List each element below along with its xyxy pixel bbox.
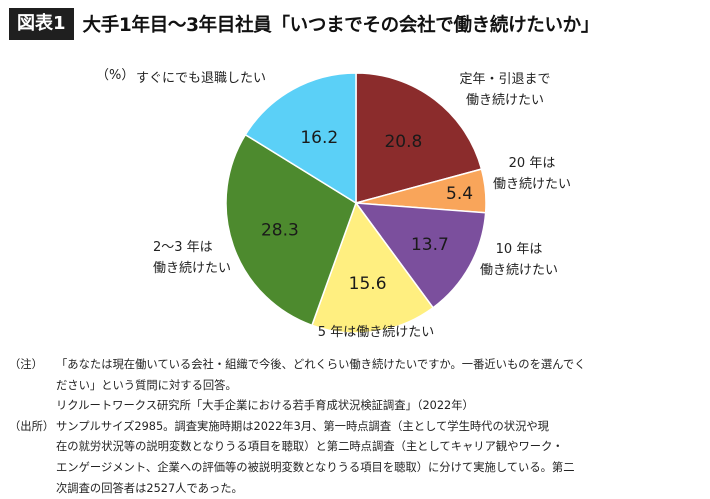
slice-category-label: すぐにでも退職したい — [136, 71, 266, 86]
slice-category-labels: 定年・引退まで働き続けたい 20 年は働き続けたい 10 年は働き続けたい 5 年は働… — [136, 71, 571, 340]
pie-slice — [311, 201, 435, 334]
note-line: 在の就労状況等の説明変数となりうる項目を聴取）と第二時点調査（主としてキャリア観… — [56, 440, 564, 454]
slice-category-label: 10 年は働き続けたい — [480, 242, 558, 278]
note-body: 「あなたは現在働いている会社・組織で今後、どれくらい働き続けたいですか。一番近い… — [56, 355, 703, 417]
slice-value-label: 15.6 — [349, 274, 387, 294]
note-line: ださい」という質問に対する回答。 — [56, 378, 237, 392]
note-line: エンゲージメント、企業への評価等の被説明変数となりうる項目を聴取）に分けて実施し… — [56, 460, 575, 474]
note-tag: （出所） — [9, 419, 55, 433]
note-line: リクルートワークス研究所「大手企業における若手育成状況検証調査」（2022年） — [56, 399, 474, 413]
pie-slice — [225, 133, 357, 327]
slice-value-label: 20.8 — [384, 132, 422, 152]
pie-slice — [354, 202, 487, 309]
slice-category-label: 2〜3 年は働き続けたい — [153, 240, 231, 276]
slice-value-labels: 20.8 5.4 13.7 15.6 28.3 16.2 — [261, 128, 473, 294]
slice-value-label: 16.2 — [300, 128, 338, 148]
pie-slice — [244, 72, 357, 205]
slice-value-label: 28.3 — [261, 221, 299, 241]
slice-value-label: 13.7 — [411, 235, 449, 255]
pie-chart: 20.8 5.4 13.7 15.6 28.3 16.2 定年・引退まで働き続けたい 20 … — [96, 68, 571, 340]
slice-category-label: 定年・引退まで働き続けたい — [459, 72, 550, 108]
note-block: （出所） サンプルサイズ2985。調査実施時期は2022年3月、第一時点調査（主と… — [9, 417, 703, 499]
note-body: サンプルサイズ2985。調査実施時期は2022年3月、第一時点調査（主として学生… — [56, 417, 703, 499]
chart-title: 大手1年目〜3年目社員「いつまでその会社で働き続けたいか」 — [82, 15, 600, 36]
figure-label: 図表1 — [9, 8, 74, 40]
note-line: 次調査の回答者は2527人であった。 — [56, 481, 243, 495]
unit-label: （%） — [96, 68, 134, 83]
slice-category-label: 5 年は働き続けたい — [318, 325, 434, 340]
note-line: 「あなたは現在働いている会社・組織で今後、どれくらい働き続けたいですか。一番近い… — [56, 358, 586, 371]
pie-slice — [355, 72, 483, 204]
note-block: （注） 「あなたは現在働いている会社・組織で今後、どれくらい働き続けたいですか。一… — [9, 355, 703, 417]
notes: （注） 「あなたは現在働いている会社・組織で今後、どれくらい働き続けたいですか。一… — [9, 355, 703, 499]
slice-category-label: 20 年は働き続けたい — [493, 156, 571, 192]
slice-value-label: 5.4 — [446, 184, 473, 204]
pie-slices — [225, 72, 487, 334]
note-tag: （注） — [9, 358, 43, 371]
note-line: サンプルサイズ2985。調査実施時期は2022年3月、第一時点調査（主として学生… — [56, 419, 549, 433]
chart-header: 図表1 大手1年目〜3年目社員「いつまでその会社で働き続けたいか」 — [9, 8, 599, 40]
